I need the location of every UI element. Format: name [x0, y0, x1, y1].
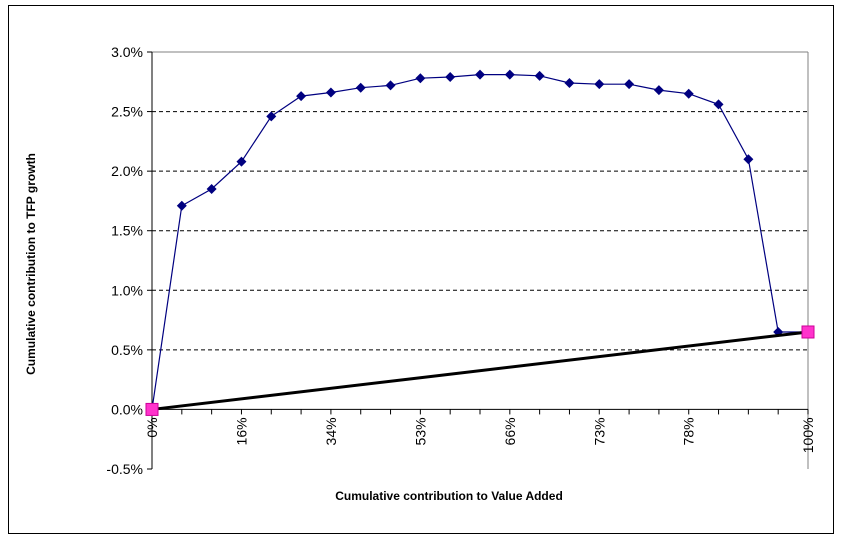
y-tick-labels: -0.5% 0.0% 0.5% 1.0% 1.5% 2.0% 2.5% 3.0% [106, 44, 143, 477]
y-tick-label: 1.5% [111, 223, 143, 239]
series-reference-line [145, 325, 815, 416]
data-point-marker [266, 111, 277, 122]
y-tick-label: 0.0% [111, 401, 143, 417]
data-point-marker [594, 79, 605, 90]
y-tick-label: 3.0% [111, 44, 143, 60]
data-point-marker [385, 80, 396, 91]
reference-line [151, 330, 809, 411]
data-point-marker [653, 85, 664, 96]
x-tick-label: 53% [412, 417, 428, 445]
y-tick-label: 1.0% [111, 282, 143, 298]
data-point-marker [355, 82, 366, 93]
x-tick-label: 34% [323, 417, 339, 445]
data-point-marker [743, 154, 754, 165]
x-tick-labels: 0% 16% 34% 53% 66% 73% 78% 100% [144, 417, 816, 453]
x-tick-label: 100% [800, 417, 816, 453]
chart-frame [8, 5, 834, 534]
x-tick-label: 66% [502, 417, 518, 445]
y-axis-title: Cumulative contribution to TFP growth [24, 153, 38, 375]
reference-endpoint-marker [145, 402, 159, 416]
x-tick-label: 16% [233, 417, 249, 445]
series-line [151, 73, 808, 410]
data-point-marker [206, 184, 217, 195]
series-tfp-contribution [147, 69, 808, 415]
data-point-marker [236, 156, 247, 167]
data-point-marker [325, 87, 336, 98]
x-tick-label: 73% [591, 417, 607, 445]
data-point-marker [683, 88, 694, 99]
y-tick-label: 2.5% [111, 104, 143, 120]
y-tick-label: 0.5% [111, 342, 143, 358]
data-point-marker [713, 99, 724, 110]
data-point-marker [176, 200, 187, 211]
reference-endpoint-marker [801, 325, 815, 339]
x-tick-label: 0% [144, 417, 160, 437]
y-tick-label: -0.5% [106, 461, 143, 477]
gridlines [147, 51, 809, 470]
data-point-marker [564, 77, 575, 88]
y-tick-label: 2.0% [111, 163, 143, 179]
data-point-marker [445, 72, 456, 83]
data-point-marker [415, 73, 426, 84]
data-point-marker [504, 69, 515, 80]
x-axis-title: Cumulative contribution to Value Added [335, 489, 563, 503]
data-point-marker [624, 79, 635, 90]
data-point-marker [296, 91, 307, 102]
data-point-marker [475, 69, 485, 80]
data-point-marker [534, 70, 545, 81]
x-tick-label: 78% [681, 417, 697, 445]
